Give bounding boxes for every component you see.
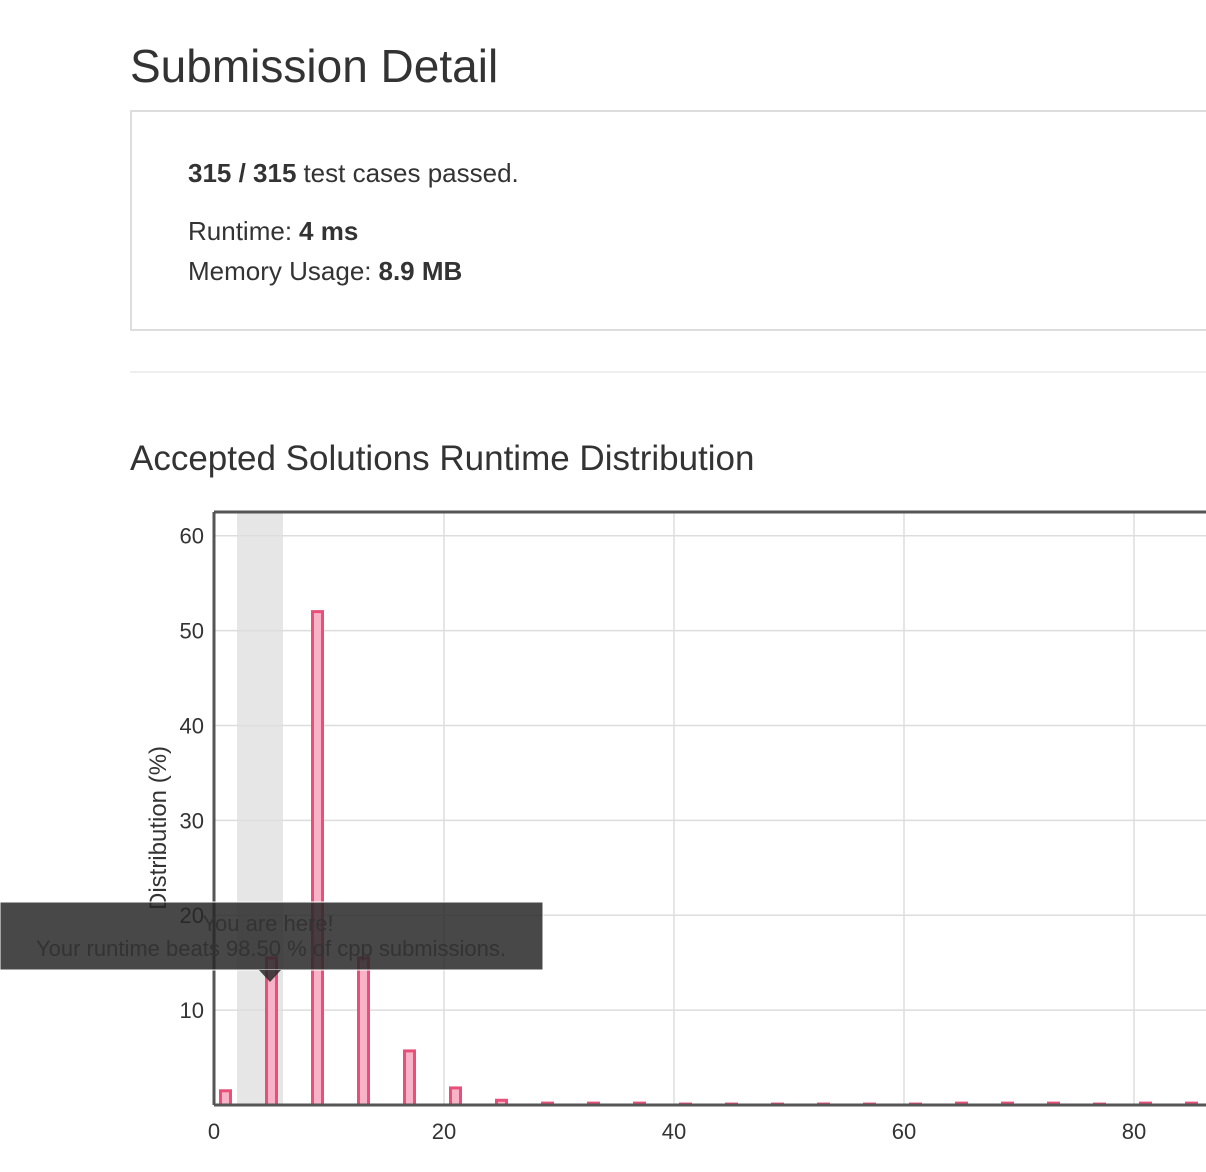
tooltip-text: Your runtime beats 98.50 % of cpp submis…	[36, 936, 506, 961]
runtime-label: Runtime:	[188, 216, 292, 246]
tooltip-arrow	[259, 970, 281, 982]
tooltip-box	[0, 901, 544, 971]
bar	[311, 610, 324, 1107]
y-axis-label: Distribution (%)	[145, 746, 172, 910]
x-tick-label: 40	[662, 1119, 686, 1144]
section-title: Accepted Solutions Runtime Distribution	[130, 439, 754, 478]
runtime-value: 4 ms	[299, 216, 358, 246]
tooltip-title: You are here!	[202, 911, 333, 936]
tooltip: You are here!Your runtime beats 98.50 % …	[0, 901, 544, 982]
y-tick-label: 10	[180, 998, 204, 1023]
bar	[449, 1086, 462, 1107]
y-tick-label: 50	[180, 619, 204, 644]
summary-box	[130, 110, 1206, 331]
runtime-line: Runtime: 4 ms	[188, 216, 358, 246]
y-tick-label: 60	[180, 524, 204, 549]
passed-text: test cases passed.	[303, 158, 518, 188]
x-tick-label: 0	[208, 1119, 220, 1144]
y-tick-label: 40	[180, 713, 204, 738]
x-tick-label: 20	[432, 1119, 456, 1144]
x-tick-label: 80	[1122, 1119, 1146, 1144]
x-tick-label: 60	[892, 1119, 916, 1144]
bar	[357, 956, 370, 1107]
page-title: Submission Detail	[130, 40, 498, 92]
chart: 102030405060020406080Distribution (%)You…	[0, 510, 1206, 1144]
memory-value: 8.9 MB	[379, 256, 463, 286]
memory-label: Memory Usage:	[188, 256, 372, 286]
passed-count: 315 / 315	[188, 158, 296, 188]
memory-line: Memory Usage: 8.9 MB	[188, 256, 462, 286]
passed-line: 315 / 315 test cases passed.	[188, 158, 519, 188]
bar	[403, 1049, 416, 1107]
y-tick-label: 30	[180, 808, 204, 833]
bar	[219, 1089, 232, 1107]
